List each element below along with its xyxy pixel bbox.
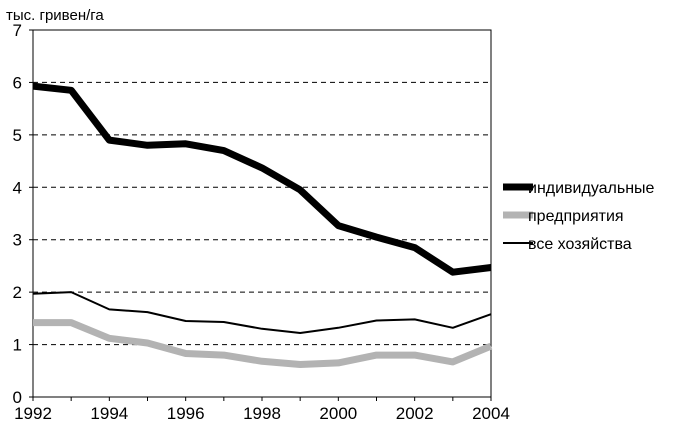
y-tick-label: 2 — [13, 283, 22, 302]
series-line — [32, 291, 492, 334]
x-tick-label: 2004 — [472, 404, 510, 423]
gridlines — [33, 81, 491, 346]
legend-label: предприятия — [528, 208, 624, 225]
y-tick-label: 7 — [13, 21, 22, 40]
series-line — [33, 319, 493, 368]
y-tick-label: 1 — [13, 336, 22, 355]
y-axis-unit-label: тыс. гривен/га — [6, 7, 104, 24]
y-tick-label: 0 — [13, 388, 22, 407]
axes — [32, 29, 492, 398]
x-tick-label: 1998 — [243, 404, 281, 423]
legend: индивидуальные предприятия все хозяйства — [503, 180, 655, 253]
legend-label: индивидуальные — [528, 180, 655, 197]
legend-label: все хозяйства — [528, 236, 632, 253]
y-tick-label: 3 — [13, 231, 22, 250]
x-tick-label: 2002 — [396, 404, 434, 423]
x-tick-label: 2000 — [319, 404, 357, 423]
x-tick-label: 1996 — [167, 404, 205, 423]
x-tick-label: 1992 — [14, 404, 52, 423]
x-tick-label: 1994 — [90, 404, 128, 423]
series-line — [32, 82, 492, 276]
y-axis-ticks: 0 1 2 3 4 5 6 7 — [13, 21, 33, 407]
y-tick-label: 4 — [13, 178, 22, 197]
x-axis-ticks: 1992 1994 1996 1998 2000 2002 2004 — [14, 397, 510, 423]
y-tick-label: 5 — [13, 126, 22, 145]
plot-frame — [32, 29, 492, 398]
y-tick-label: 6 — [13, 73, 22, 92]
series-lines — [32, 82, 493, 368]
